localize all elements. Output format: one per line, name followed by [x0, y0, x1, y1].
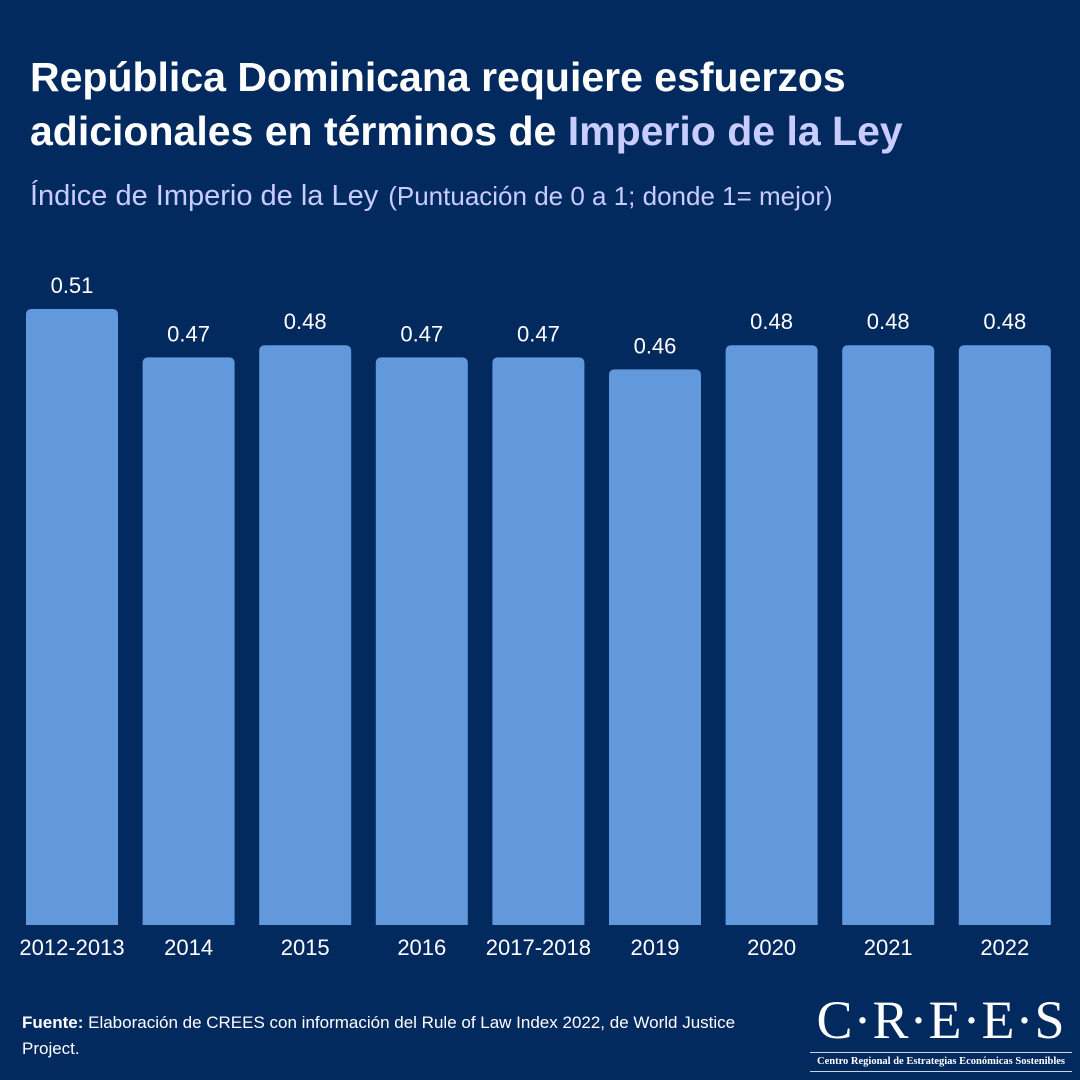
data-label: 0.48 — [750, 309, 793, 334]
title-highlight: Imperio de la Ley — [567, 108, 903, 154]
data-label: 0.51 — [51, 273, 94, 298]
source-text: Elaboración de CREES con información del… — [22, 1013, 736, 1058]
bar-2021 — [842, 345, 935, 925]
bar-2012-2013 — [26, 309, 118, 925]
data-label: 0.47 — [517, 321, 560, 346]
chart-title: República Dominicana requiere esfuerzos … — [30, 50, 1080, 158]
bar-2014 — [142, 357, 235, 925]
chart-subtitle: Índice de Imperio de la Ley (Puntuación d… — [30, 180, 833, 213]
bar-2020 — [725, 345, 818, 925]
data-label: 0.48 — [867, 309, 910, 334]
subtitle-note: (Puntuación de 0 a 1; donde 1= mejor) — [388, 181, 833, 211]
source-note: Fuente: Elaboración de CREES con informa… — [22, 1010, 762, 1062]
subtitle-main: Índice de Imperio de la Ley — [30, 180, 379, 212]
data-label: 0.47 — [167, 321, 210, 346]
x-tick-label: 2014 — [164, 935, 213, 960]
bar-2017-2018 — [492, 357, 585, 925]
x-tick-label: 2016 — [397, 935, 446, 960]
data-label: 0.47 — [400, 321, 443, 346]
data-label: 0.48 — [983, 309, 1026, 334]
bar-2019 — [609, 369, 701, 925]
logo-name: C·R·E·E·S — [816, 990, 1066, 1050]
x-tick-label: 2017-2018 — [486, 935, 591, 960]
source-label: Fuente: — [22, 1013, 84, 1032]
x-tick-label: 2021 — [864, 935, 913, 960]
x-tick-label: 2020 — [747, 935, 796, 960]
bar-2022 — [958, 345, 1051, 925]
crees-logo: C·R·E·E·S Centro Regional de Estrategias… — [810, 990, 1072, 1072]
logo-tagline: Centro Regional de Estrategias Económica… — [816, 1056, 1065, 1067]
title-text: República Dominicana requiere esfuerzos … — [30, 54, 846, 154]
x-tick-label: 2022 — [980, 935, 1029, 960]
data-label: 0.46 — [634, 333, 677, 358]
x-tick-label: 2012-2013 — [19, 935, 124, 960]
x-tick-label: 2015 — [281, 935, 330, 960]
bar-2016 — [375, 357, 468, 925]
x-tick-label: 2019 — [631, 935, 680, 960]
bar-2015 — [259, 345, 352, 925]
data-label: 0.48 — [284, 309, 327, 334]
